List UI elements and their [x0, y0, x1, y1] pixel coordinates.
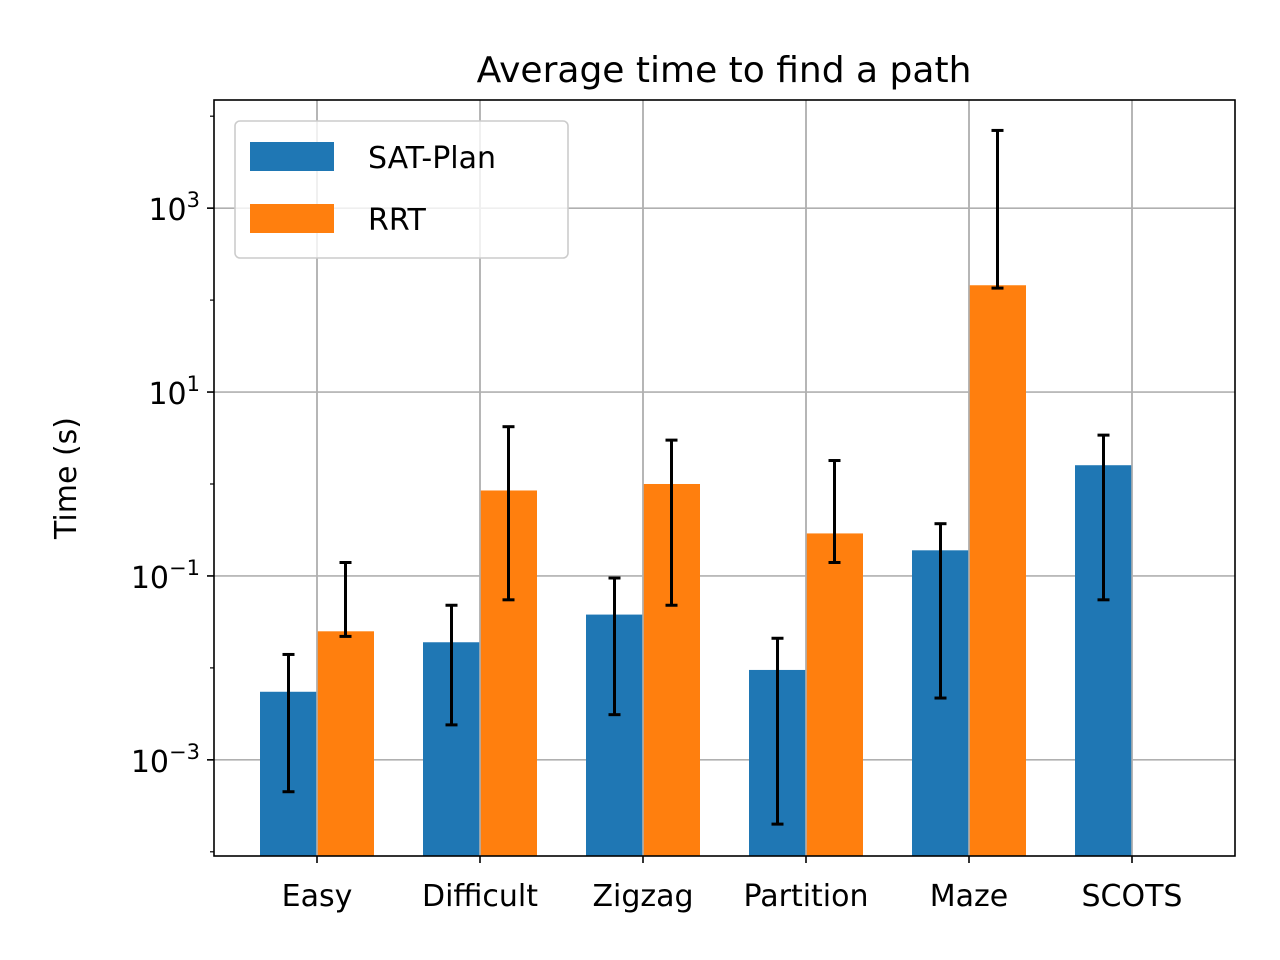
error-bar-rrt-partition	[828, 459, 841, 565]
legend-swatch-rrt	[250, 204, 334, 233]
y-axis-label: Time (s)	[49, 417, 84, 540]
legend-swatch-sat-plan	[250, 142, 334, 171]
bar-rrt-maze	[969, 285, 1026, 857]
plot-frame	[213, 99, 1236, 857]
error-bar-sat-plan-maze	[934, 522, 947, 700]
axis-ticks: Easy Difficult Zigzag Partition Maze SCOTS 10−…	[131, 115, 1183, 914]
error-bar-rrt-difficult	[502, 425, 515, 602]
error-bar-sat-plan-zigzag	[608, 576, 621, 717]
bar-rrt-easy	[317, 631, 374, 856]
x-tick-label: Easy	[282, 879, 353, 914]
error-bar-rrt-zigzag	[665, 438, 678, 607]
bar-rrt-partition	[806, 533, 863, 856]
error-bar-rrt-easy	[339, 561, 352, 638]
error-bar-rrt-maze	[991, 128, 1004, 290]
y-tick-label: 10−1	[131, 556, 200, 596]
legend-label-sat-plan: SAT-Plan	[368, 141, 496, 176]
error-bars	[282, 128, 1110, 826]
legend: SAT-Plan RRT	[234, 120, 569, 259]
legend-label-rrt: RRT	[368, 203, 427, 238]
bars	[260, 100, 1133, 857]
x-tick-label: Zigzag	[592, 879, 693, 914]
error-bar-sat-plan-easy	[282, 652, 295, 794]
chart-title: Average time to find a path	[477, 50, 972, 91]
x-tick-label: SCOTS	[1082, 879, 1183, 914]
x-tick-label: Difficult	[422, 879, 538, 914]
y-tick-label: 103	[148, 188, 200, 228]
x-tick-label: Maze	[930, 879, 1008, 914]
y-tick-label: 10−3	[131, 740, 200, 780]
y-tick-label: 101	[148, 372, 200, 412]
x-tick-label: Partition	[743, 879, 868, 914]
error-bar-sat-plan-difficult	[445, 603, 458, 727]
error-bar-sat-plan-partition	[771, 636, 784, 826]
error-bar-sat-plan-scots	[1097, 433, 1110, 602]
